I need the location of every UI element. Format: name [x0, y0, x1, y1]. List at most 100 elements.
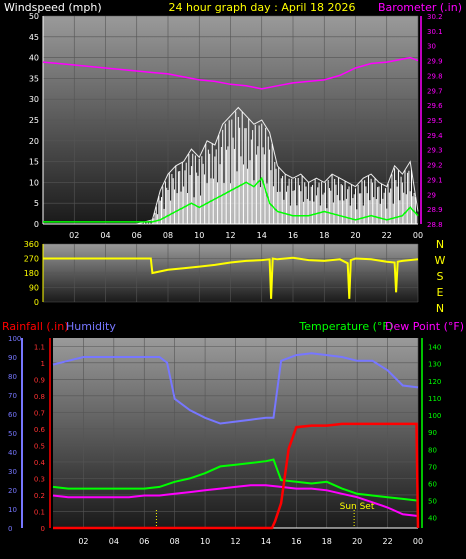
direction-y-tick: 180	[24, 269, 39, 278]
humidity-y-tick: 20	[8, 487, 17, 495]
wind-x-tick: 02	[69, 231, 79, 240]
temperature-axis-label: Temperature (°F)	[298, 320, 393, 333]
dewpoint-line	[52, 484, 419, 517]
weather-x-tick: 20	[352, 537, 362, 546]
barometer-y-tick: 30	[427, 43, 436, 51]
weather-x-tick: 16	[291, 537, 301, 546]
temperature-y-tick: 100	[428, 412, 441, 420]
direction-y-tick: 270	[24, 255, 39, 264]
barometer-line	[42, 56, 419, 90]
barometer-y-tick: 29.1	[427, 176, 443, 184]
wind-y-tick: 10	[29, 178, 39, 187]
rainfall-y-tick: 0.8	[34, 393, 45, 401]
wind-y-tick: 5	[34, 199, 39, 208]
barometer-y-tick: 28.8	[427, 221, 443, 229]
direction-y-tick: 0	[34, 298, 39, 307]
rainfall-y-tick: 0.3	[34, 475, 45, 483]
humidity-y-tick: 50	[8, 430, 17, 438]
barometer-y-tick: 29.3	[427, 147, 443, 155]
wind-y-tick: 15	[29, 158, 39, 167]
weather-x-tick: 12	[230, 537, 240, 546]
direction-label-w: W	[435, 254, 446, 267]
barometer-y-tick: 29.7	[427, 87, 443, 95]
barometer-y-tick: 29.4	[427, 132, 443, 140]
rainfall-y-tick: 0.9	[34, 376, 45, 384]
weather-x-tick: 02	[78, 537, 88, 546]
wind-x-tick: 14	[257, 231, 267, 240]
rainfall-y-tick: 0.1	[34, 508, 45, 516]
wind-average-line	[43, 176, 419, 223]
wind-y-tick: 0	[34, 220, 39, 229]
weather-panel: 02 04 06 08 10 12 14 16 18 20 22 0000.10.20.30.40.5…	[8, 335, 441, 546]
dewpoint-axis-label: Dew Point (°F)	[385, 320, 464, 333]
temperature-line	[52, 458, 419, 502]
humidity-y-tick: 60	[8, 411, 17, 419]
barometer-y-tick: 30.2	[427, 13, 443, 21]
rainfall-y-tick: 1.1	[34, 343, 45, 351]
wind-x-tick: 06	[132, 231, 142, 240]
wind-y-tick: 30	[29, 95, 39, 104]
wind-y-tick: 25	[29, 116, 39, 125]
barometer-y-tick: 29.6	[427, 102, 443, 110]
rainfall-y-tick: 0	[41, 525, 45, 533]
direction-y-tick: 360	[24, 240, 39, 249]
temperature-y-tick: 60	[428, 480, 437, 488]
direction-label-e: E	[437, 286, 444, 299]
wind-x-tick: 18	[319, 231, 329, 240]
wind-x-tick: 10	[194, 231, 204, 240]
wind-x-tick: 08	[163, 231, 173, 240]
weather-x-tick: 14	[261, 537, 271, 546]
wind-y-tick: 35	[29, 74, 39, 83]
barometer-y-tick: 29.9	[427, 58, 443, 66]
rainfall-y-tick: 0.4	[34, 459, 46, 467]
weather-x-tick: 18	[322, 537, 332, 546]
humidity-y-tick: 10	[8, 506, 17, 514]
humidity-y-tick: 90	[8, 354, 17, 362]
direction-label-n-top: N	[436, 238, 444, 251]
temperature-y-tick: 120	[428, 378, 441, 386]
wind-x-tick: 22	[382, 231, 392, 240]
direction-panel: 0 90 180 270 360	[24, 240, 419, 307]
humidity-y-tick: 0	[8, 525, 12, 533]
wind-y-tick: 40	[29, 54, 39, 63]
rainfall-y-tick: 0.2	[34, 492, 45, 500]
humidity-axis-label: Humidity	[66, 320, 116, 333]
wind-direction-line	[43, 256, 419, 299]
barometer-y-tick: 29.5	[427, 117, 443, 125]
windspeed-axis-label: Windspeed (mph)	[4, 1, 102, 14]
rainfall-y-tick: 0.7	[34, 409, 45, 417]
humidity-y-tick: 70	[8, 392, 17, 400]
humidity-y-tick: 80	[8, 373, 17, 381]
direction-label-n-bottom: N	[436, 302, 444, 315]
sunset-label: Sun Set	[340, 502, 375, 512]
rainfall-line	[53, 422, 420, 530]
wind-x-tick: 12	[225, 231, 235, 240]
humidity-line	[52, 352, 419, 425]
wind-x-tick: 04	[100, 231, 110, 240]
weather-x-tick: 06	[139, 537, 149, 546]
weather-x-tick: 04	[109, 537, 119, 546]
weather-x-tick: 22	[382, 537, 392, 546]
weather-x-tick: 00	[413, 537, 423, 546]
chart-title: 24 hour graph day : April 18 2026	[169, 1, 356, 14]
rainfall-y-tick: 0.5	[34, 442, 45, 450]
rainfall-y-tick: 1	[41, 360, 45, 368]
wind-x-tick: 16	[288, 231, 298, 240]
rainfall-y-tick: 0.6	[34, 426, 46, 434]
barometer-y-tick: 29	[427, 191, 436, 199]
direction-y-tick: 90	[29, 284, 39, 293]
humidity-y-tick: 30	[8, 468, 17, 476]
temperature-y-tick: 110	[428, 395, 441, 403]
barometer-y-tick: 28.9	[427, 206, 443, 214]
wind-x-tick: 00	[413, 231, 423, 240]
wind-panel: 02 04 06 08 10 12 14 16 18 20 22 000510152025303540…	[29, 12, 443, 240]
humidity-y-tick: 100	[8, 335, 21, 343]
temperature-y-tick: 80	[428, 446, 437, 454]
temperature-y-tick: 50	[428, 498, 437, 506]
barometer-axis-label: Barometer (.in)	[378, 1, 462, 14]
weather-x-tick: 10	[200, 537, 210, 546]
wind-y-tick: 20	[29, 137, 39, 146]
temperature-y-tick: 90	[428, 429, 437, 437]
